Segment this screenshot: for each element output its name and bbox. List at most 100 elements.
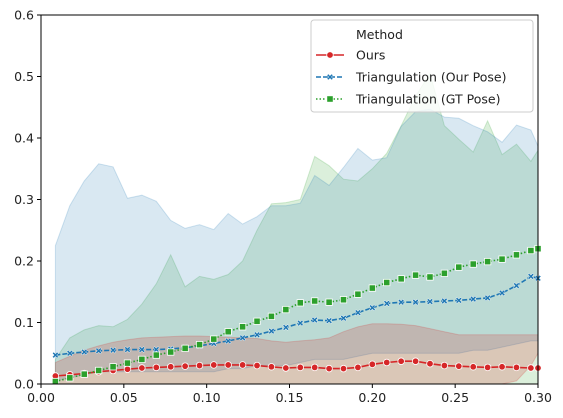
- y-tick-label: 0.2: [14, 254, 34, 269]
- point-triangulation-gt-pose: [152, 351, 160, 359]
- x-axis: 0.00 0.05 0.10 0.15 0.20 0.25 0.30: [27, 384, 552, 405]
- point-ours: [296, 363, 304, 372]
- legend-marker-swatch: [326, 73, 334, 81]
- point-ours: [224, 361, 232, 369]
- point-ours: [455, 362, 463, 370]
- point-triangulation-gt-pose: [397, 275, 405, 283]
- legend-item-ours: Ours: [316, 48, 385, 63]
- point-triangulation-gt-pose: [167, 348, 175, 356]
- x-tick-label: 0.05: [110, 390, 138, 405]
- point-ours: [426, 360, 434, 368]
- point-ours: [123, 365, 132, 373]
- legend-label: Ours: [356, 48, 385, 63]
- point-triangulation-gt-pose: [267, 312, 276, 320]
- point-triangulation-gt-pose: [411, 271, 420, 279]
- point-ours: [310, 363, 319, 372]
- legend-marker-swatch: [326, 51, 334, 59]
- x-tick-label: 0.00: [27, 390, 55, 405]
- point-triangulation-gt-pose: [426, 273, 434, 281]
- point-triangulation-our-pose: [498, 289, 506, 297]
- point-ours: [210, 361, 218, 369]
- point-triangulation-our-pose: [527, 273, 535, 280]
- point-triangulation-our-pose: [268, 327, 275, 335]
- y-tick-label: 0.6: [14, 8, 34, 23]
- y-tick-label: 0.5: [14, 69, 34, 84]
- point-triangulation-gt-pose: [239, 323, 247, 331]
- point-triangulation-our-pose: [469, 295, 477, 303]
- point-ours: [152, 363, 161, 372]
- point-ours: [368, 360, 377, 369]
- point-ours: [282, 364, 290, 372]
- point-triangulation-our-pose: [124, 346, 131, 353]
- point-triangulation-gt-pose: [224, 328, 232, 336]
- point-triangulation-gt-pose: [80, 370, 88, 378]
- point-ours: [527, 364, 535, 372]
- point-ours: [512, 363, 521, 372]
- point-triangulation-our-pose: [109, 346, 117, 354]
- point-ours: [397, 357, 405, 365]
- point-ours: [354, 363, 362, 372]
- point-ours: [411, 357, 420, 365]
- point-triangulation-our-pose: [95, 347, 103, 355]
- point-triangulation-our-pose: [224, 337, 232, 345]
- point-triangulation-our-pose: [66, 349, 74, 357]
- y-tick-label: 0.0: [14, 377, 34, 392]
- point-triangulation-gt-pose: [512, 251, 521, 259]
- point-ours: [498, 363, 506, 371]
- point-triangulation-our-pose: [325, 317, 333, 325]
- point-ours: [181, 362, 189, 370]
- point-ours: [469, 363, 477, 371]
- point-triangulation-our-pose: [239, 334, 246, 342]
- x-tick-label: 0.25: [441, 390, 469, 405]
- point-triangulation-gt-pose: [484, 258, 492, 266]
- point-triangulation-our-pose: [397, 298, 405, 306]
- legend-label: Triangulation (Our Pose): [355, 70, 506, 85]
- point-triangulation-gt-pose: [440, 269, 448, 277]
- legend-item-triangulation-our-pose: Triangulation (Our Pose): [316, 70, 506, 85]
- point-triangulation-our-pose: [513, 282, 520, 289]
- legend: Method Ours Triangulation (Our Pose) Trian…: [310, 19, 534, 113]
- point-triangulation-gt-pose: [354, 290, 362, 298]
- point-triangulation-our-pose: [455, 297, 463, 304]
- point-ours: [238, 361, 247, 369]
- point-triangulation-our-pose: [441, 297, 448, 305]
- point-triangulation-our-pose: [296, 319, 304, 327]
- point-triangulation-gt-pose: [527, 246, 535, 255]
- point-triangulation-gt-pose: [311, 297, 319, 305]
- point-ours: [483, 363, 492, 372]
- point-triangulation-gt-pose: [51, 377, 60, 386]
- point-triangulation-our-pose: [354, 309, 362, 317]
- point-triangulation-gt-pose: [138, 355, 146, 364]
- point-triangulation-gt-pose: [253, 317, 261, 325]
- point-ours: [325, 364, 333, 373]
- point-triangulation-gt-pose: [210, 335, 218, 343]
- legend-items: Ours Triangulation (Our Pose) Triangulatio…: [316, 48, 506, 107]
- y-tick-label: 0.3: [14, 192, 34, 207]
- point-triangulation-our-pose: [383, 300, 391, 307]
- line-triangulation-gt-pose: [55, 247, 539, 383]
- point-ours: [253, 361, 261, 370]
- point-ours: [267, 363, 276, 371]
- point-triangulation-gt-pose: [325, 298, 333, 306]
- point-triangulation-gt-pose: [181, 344, 189, 352]
- x-tick-label: 0.30: [524, 390, 552, 405]
- legend-title: Method: [356, 27, 403, 42]
- legend-marker-swatch: [326, 95, 334, 103]
- confidence-bands: [54, 72, 539, 385]
- point-triangulation-our-pose: [426, 298, 434, 305]
- x-tick-label: 0.10: [193, 390, 221, 405]
- point-triangulation-our-pose: [138, 346, 146, 353]
- point-triangulation-gt-pose: [282, 305, 290, 314]
- point-ours: [383, 358, 391, 367]
- point-triangulation-gt-pose: [339, 296, 348, 304]
- point-triangulation-our-pose: [412, 298, 419, 306]
- point-ours: [195, 361, 204, 370]
- point-triangulation-our-pose: [368, 304, 376, 312]
- point-triangulation-our-pose: [340, 314, 347, 322]
- legend-label: Triangulation (GT Pose): [355, 92, 500, 107]
- legend-box: [310, 19, 534, 113]
- series-markers: [51, 245, 542, 386]
- point-triangulation-gt-pose: [469, 260, 477, 268]
- point-ours: [440, 361, 449, 370]
- point-ours: [138, 364, 146, 372]
